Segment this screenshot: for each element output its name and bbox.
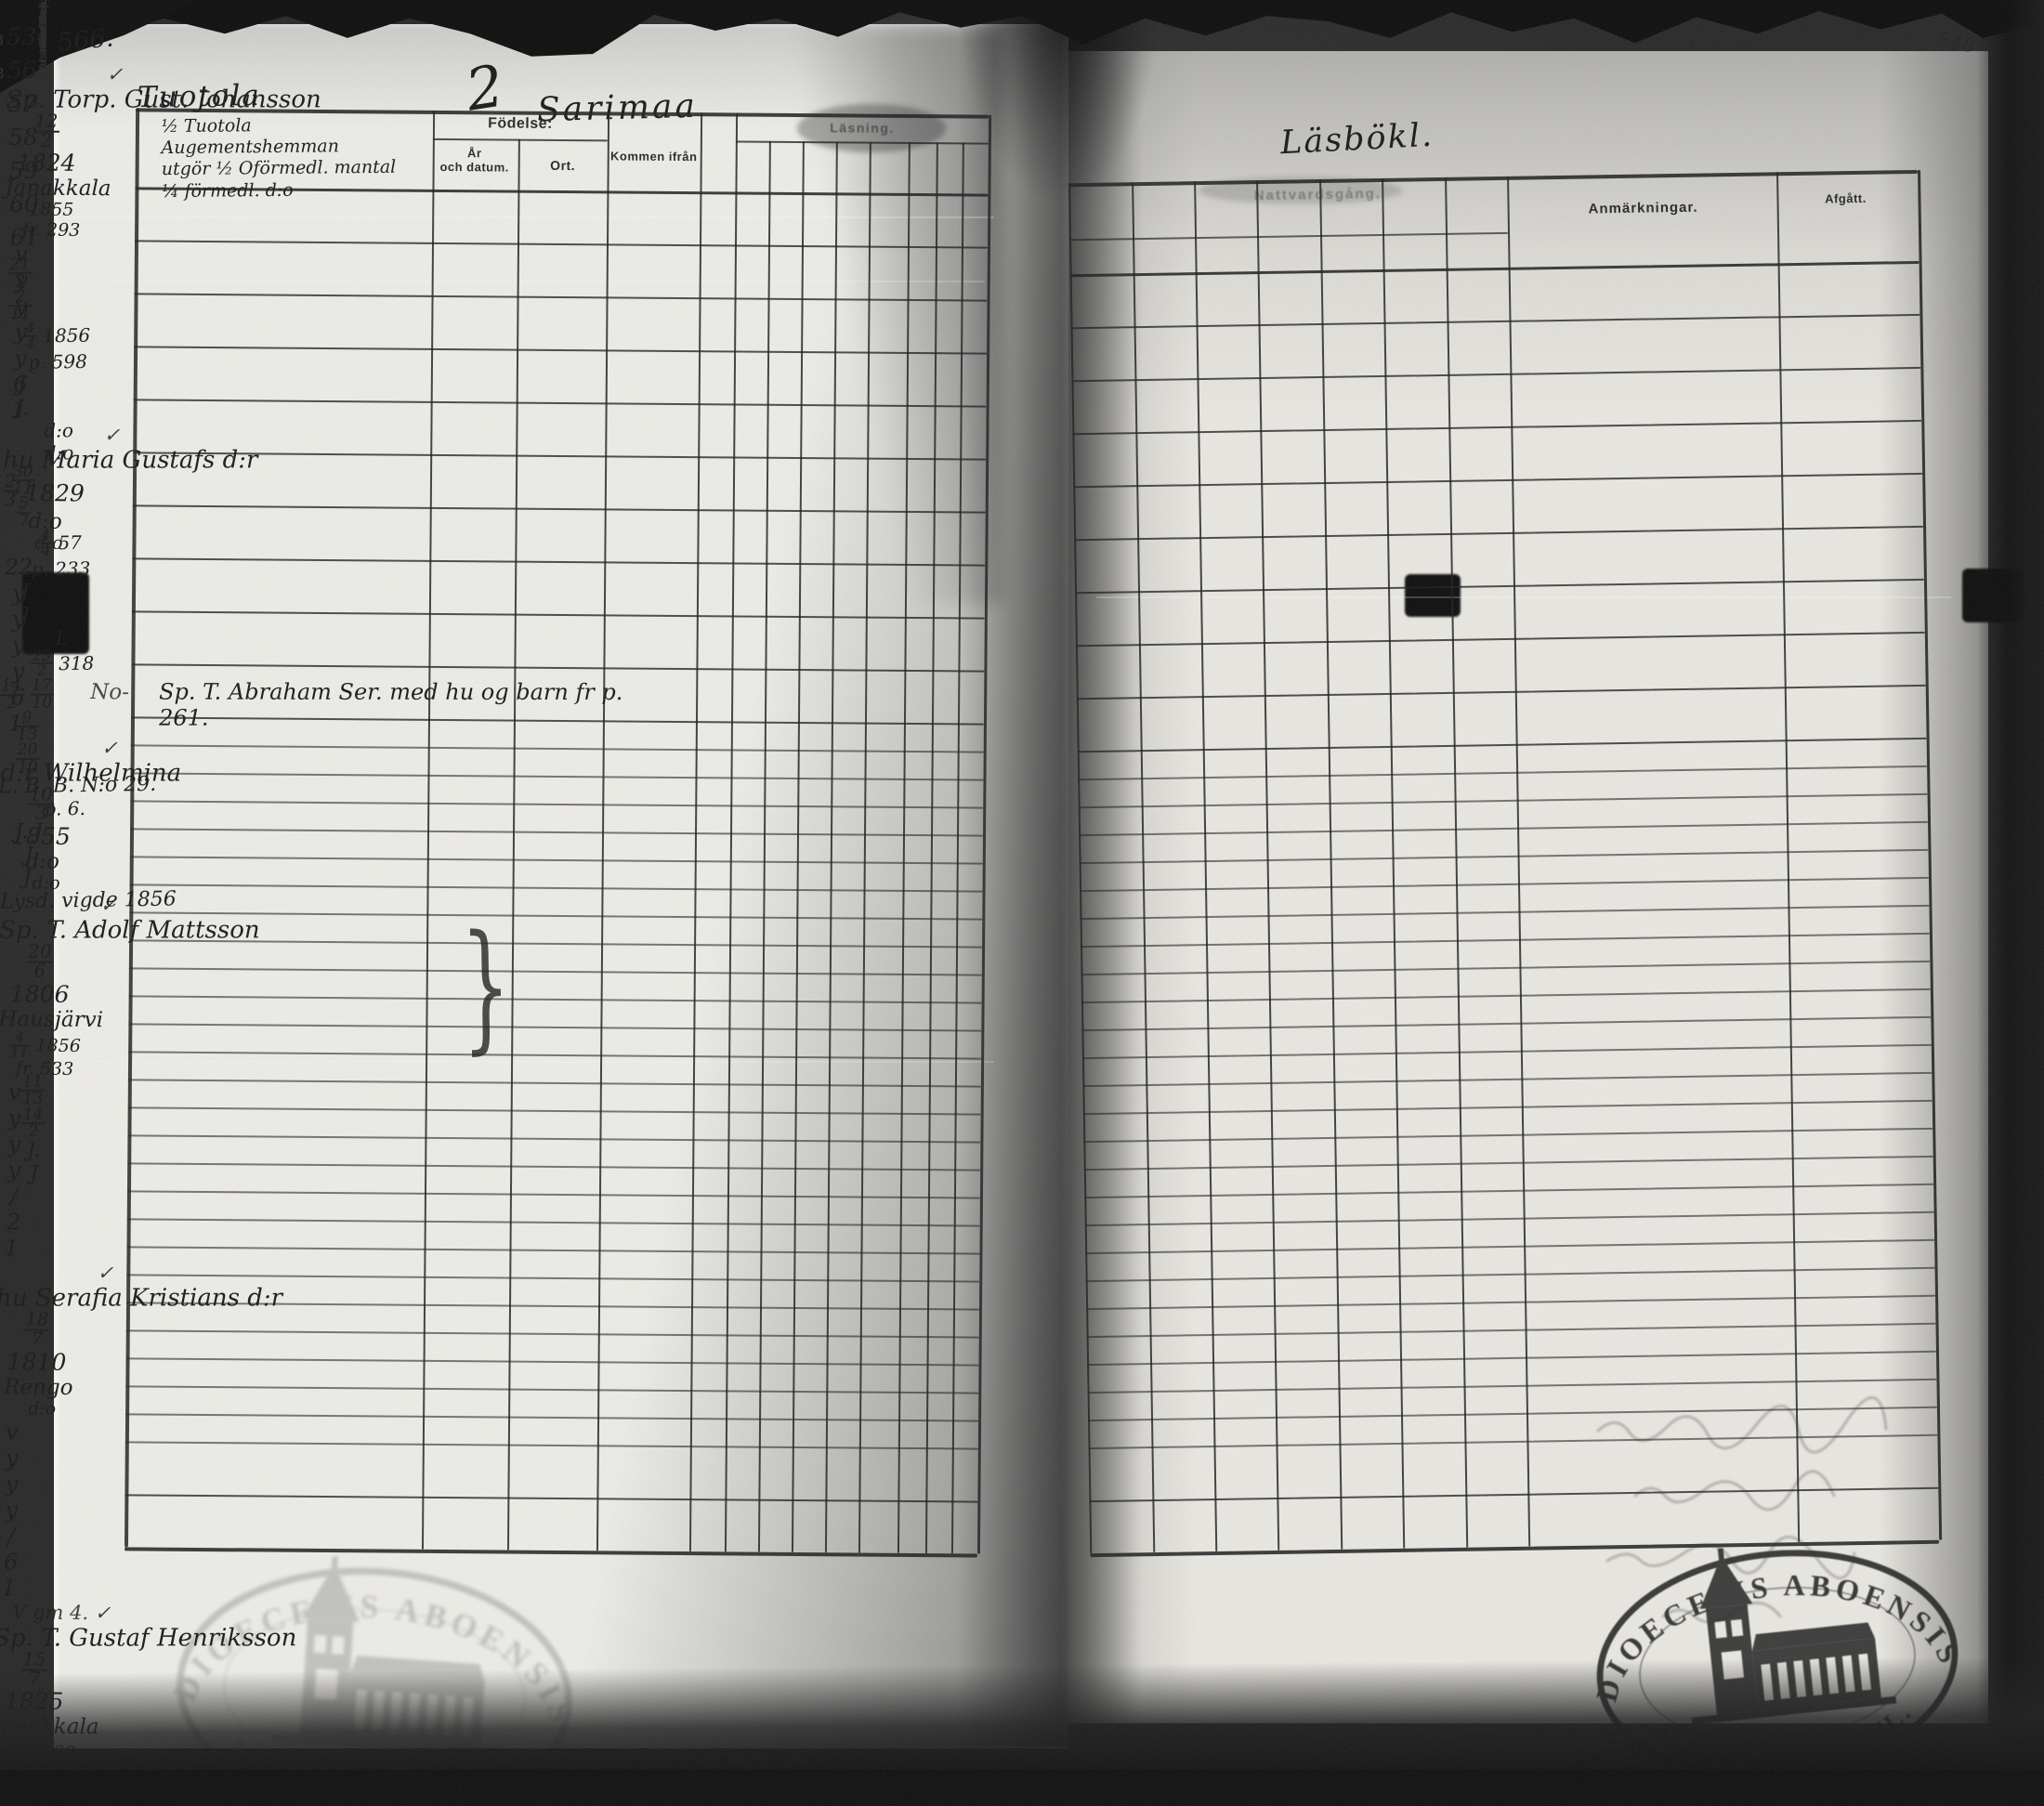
rule-line (1085, 1266, 1935, 1283)
departed-col-header: Afgått. (1825, 190, 1867, 206)
year-header-cell: 18 60 (0, 190, 40, 218)
communion-date-mark: 21 3 (0, 255, 50, 291)
rule-line (1086, 1322, 1936, 1339)
communion-date-mark: J (20, 580, 30, 604)
year-header-cell: 18 57 (0, 89, 38, 118)
year-header-cell: 18 58 (0, 123, 39, 151)
year-header-cell: 18 59 (0, 156, 39, 185)
communion-date-mark: 11 13 (20, 1072, 46, 1109)
communion-date-mark: 30 11 (10, 462, 35, 499)
film-bottom-edge (0, 1770, 2044, 1806)
rule-line (1086, 1294, 1936, 1311)
communion-date-mark: J (24, 843, 33, 868)
rule-line (1087, 1378, 1937, 1394)
bleed-through-writing (1596, 1395, 1888, 1624)
communion-date-mark: J. (22, 866, 36, 891)
communion-date-mark: J. (27, 1139, 41, 1163)
communion-date-mark: J. J (14, 819, 44, 844)
year-header-cell: 18 56 (0, 56, 37, 85)
communion-date-mark: 20 10 (15, 740, 40, 777)
remark-note: Lysd. vigde 1856 (0, 887, 177, 914)
communion-date-mark: J (30, 1162, 39, 1186)
communion-date-mark: 14 2 17 10 (0, 675, 54, 713)
remark-note: L. B. B. N:o 29. (0, 772, 157, 799)
departed-brace: } (460, 905, 512, 1068)
communion-date-mark: J (20, 603, 30, 627)
departed-note: d:o (44, 418, 74, 442)
rule-line (1087, 1350, 1937, 1367)
departed-note: p. 6. (44, 797, 86, 820)
rule-line (1084, 1211, 1934, 1227)
communion-date-mark: 14 2 (4, 1105, 64, 1141)
year-header-cell: 18 61 (0, 223, 40, 252)
communion-date-mark: J. (15, 396, 30, 420)
rule-line (1084, 1183, 1934, 1199)
rule-line (1085, 1238, 1935, 1255)
departed-note: d:o (44, 440, 74, 465)
communion-date-mark: J (17, 373, 26, 397)
communion-date-mark: 2 11 (0, 288, 50, 323)
year-header-cell: 18 53 (0, 22, 37, 51)
departed-note: L 25 2 318 (30, 625, 95, 680)
communion-date-mark: 9 13 (0, 709, 57, 744)
